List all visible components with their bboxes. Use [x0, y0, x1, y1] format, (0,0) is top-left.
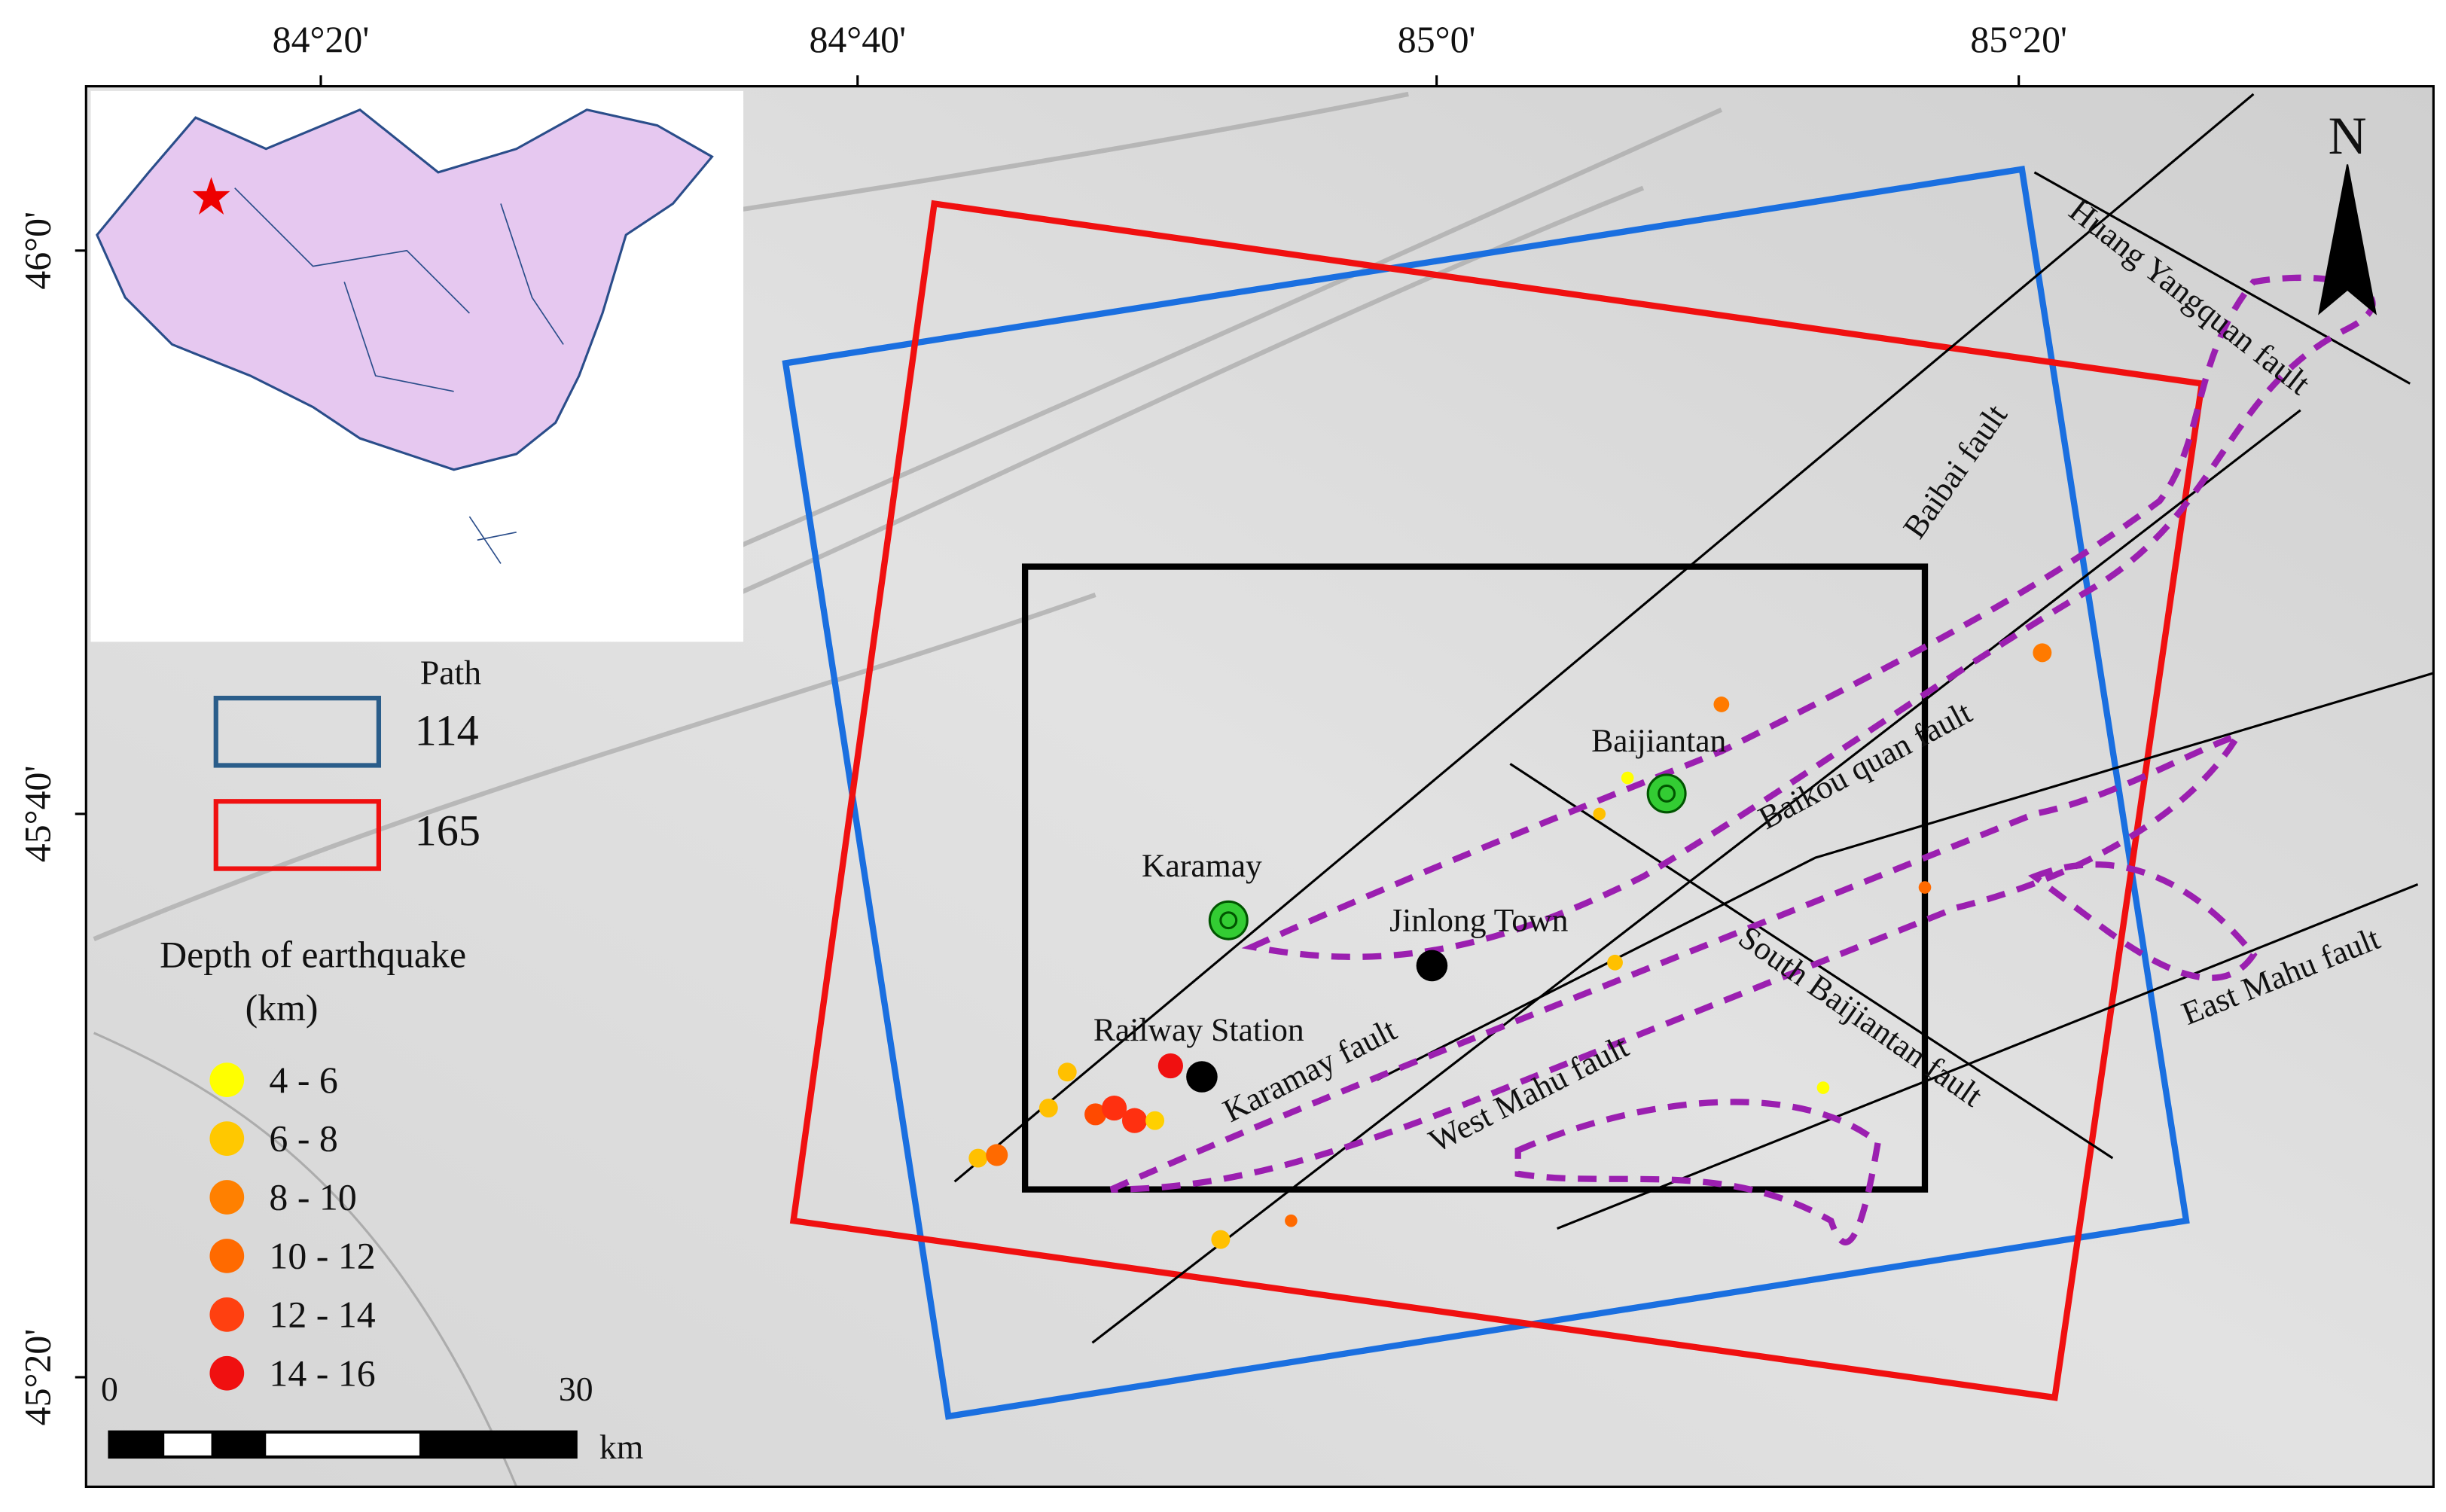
lat-label: 45°40'	[17, 766, 58, 863]
railway-station	[1186, 1061, 1218, 1093]
earthquakes	[968, 643, 2052, 1249]
legend-swatch	[213, 695, 382, 768]
lon-label: 85°20'	[1970, 19, 2067, 60]
legend-dot	[209, 1297, 245, 1332]
lat-label: 46°0'	[17, 212, 58, 290]
deformation-zones	[1109, 274, 2376, 1245]
legend-dot	[209, 1180, 245, 1215]
study-area	[1021, 563, 1929, 1193]
scale-unit: km	[599, 1428, 643, 1466]
legend-title: Depth of earthquake	[160, 934, 466, 976]
city-baijiantan-core	[1658, 784, 1676, 803]
legend-dot	[209, 1239, 245, 1273]
place-label: Baijiantan	[1591, 723, 1726, 759]
city-karamay	[1208, 900, 1249, 940]
legend-label: 165	[415, 806, 480, 855]
scale-blocks	[109, 1431, 576, 1457]
lon-label: 84°20'	[273, 19, 370, 60]
city-karamay-core	[1219, 911, 1238, 930]
place-label: Jinlong Town	[1389, 903, 1569, 939]
legend-dot	[209, 1355, 245, 1391]
lon-label: 85°0'	[1398, 19, 1476, 60]
legend-dot	[209, 1121, 245, 1156]
star	[192, 177, 230, 215]
town-jinlong	[1416, 950, 1448, 982]
north-arrow	[2318, 164, 2377, 316]
north-label: N	[2329, 107, 2367, 166]
legend-label: 12 - 14	[269, 1294, 375, 1335]
legend-label: 6 - 8	[269, 1118, 337, 1160]
frame	[84, 85, 2435, 1489]
legend-swatch	[213, 799, 382, 871]
lon-label: 84°40'	[809, 19, 906, 60]
legend-title: Path	[420, 653, 481, 691]
scale-label: 30	[559, 1370, 593, 1408]
path-114	[782, 165, 2190, 1420]
legend-label: 114	[415, 706, 479, 754]
legend-dot	[209, 1062, 245, 1098]
china	[96, 108, 714, 471]
legend-title: (km)	[246, 987, 319, 1029]
legend-label: 10 - 12	[269, 1236, 375, 1277]
legend-label: 14 - 16	[269, 1352, 375, 1394]
place-label: Railway Station	[1093, 1012, 1304, 1048]
place-label: Karamay	[1142, 848, 1262, 884]
legend-label: 4 - 6	[269, 1059, 337, 1101]
faults	[953, 93, 2434, 1344]
city-baijiantan	[1646, 773, 1687, 814]
path-165	[789, 200, 2206, 1401]
legend-label: 8 - 10	[269, 1177, 356, 1218]
scale-label: 0	[101, 1370, 118, 1408]
provinces	[234, 187, 564, 564]
lat-label: 45°20'	[17, 1329, 58, 1426]
